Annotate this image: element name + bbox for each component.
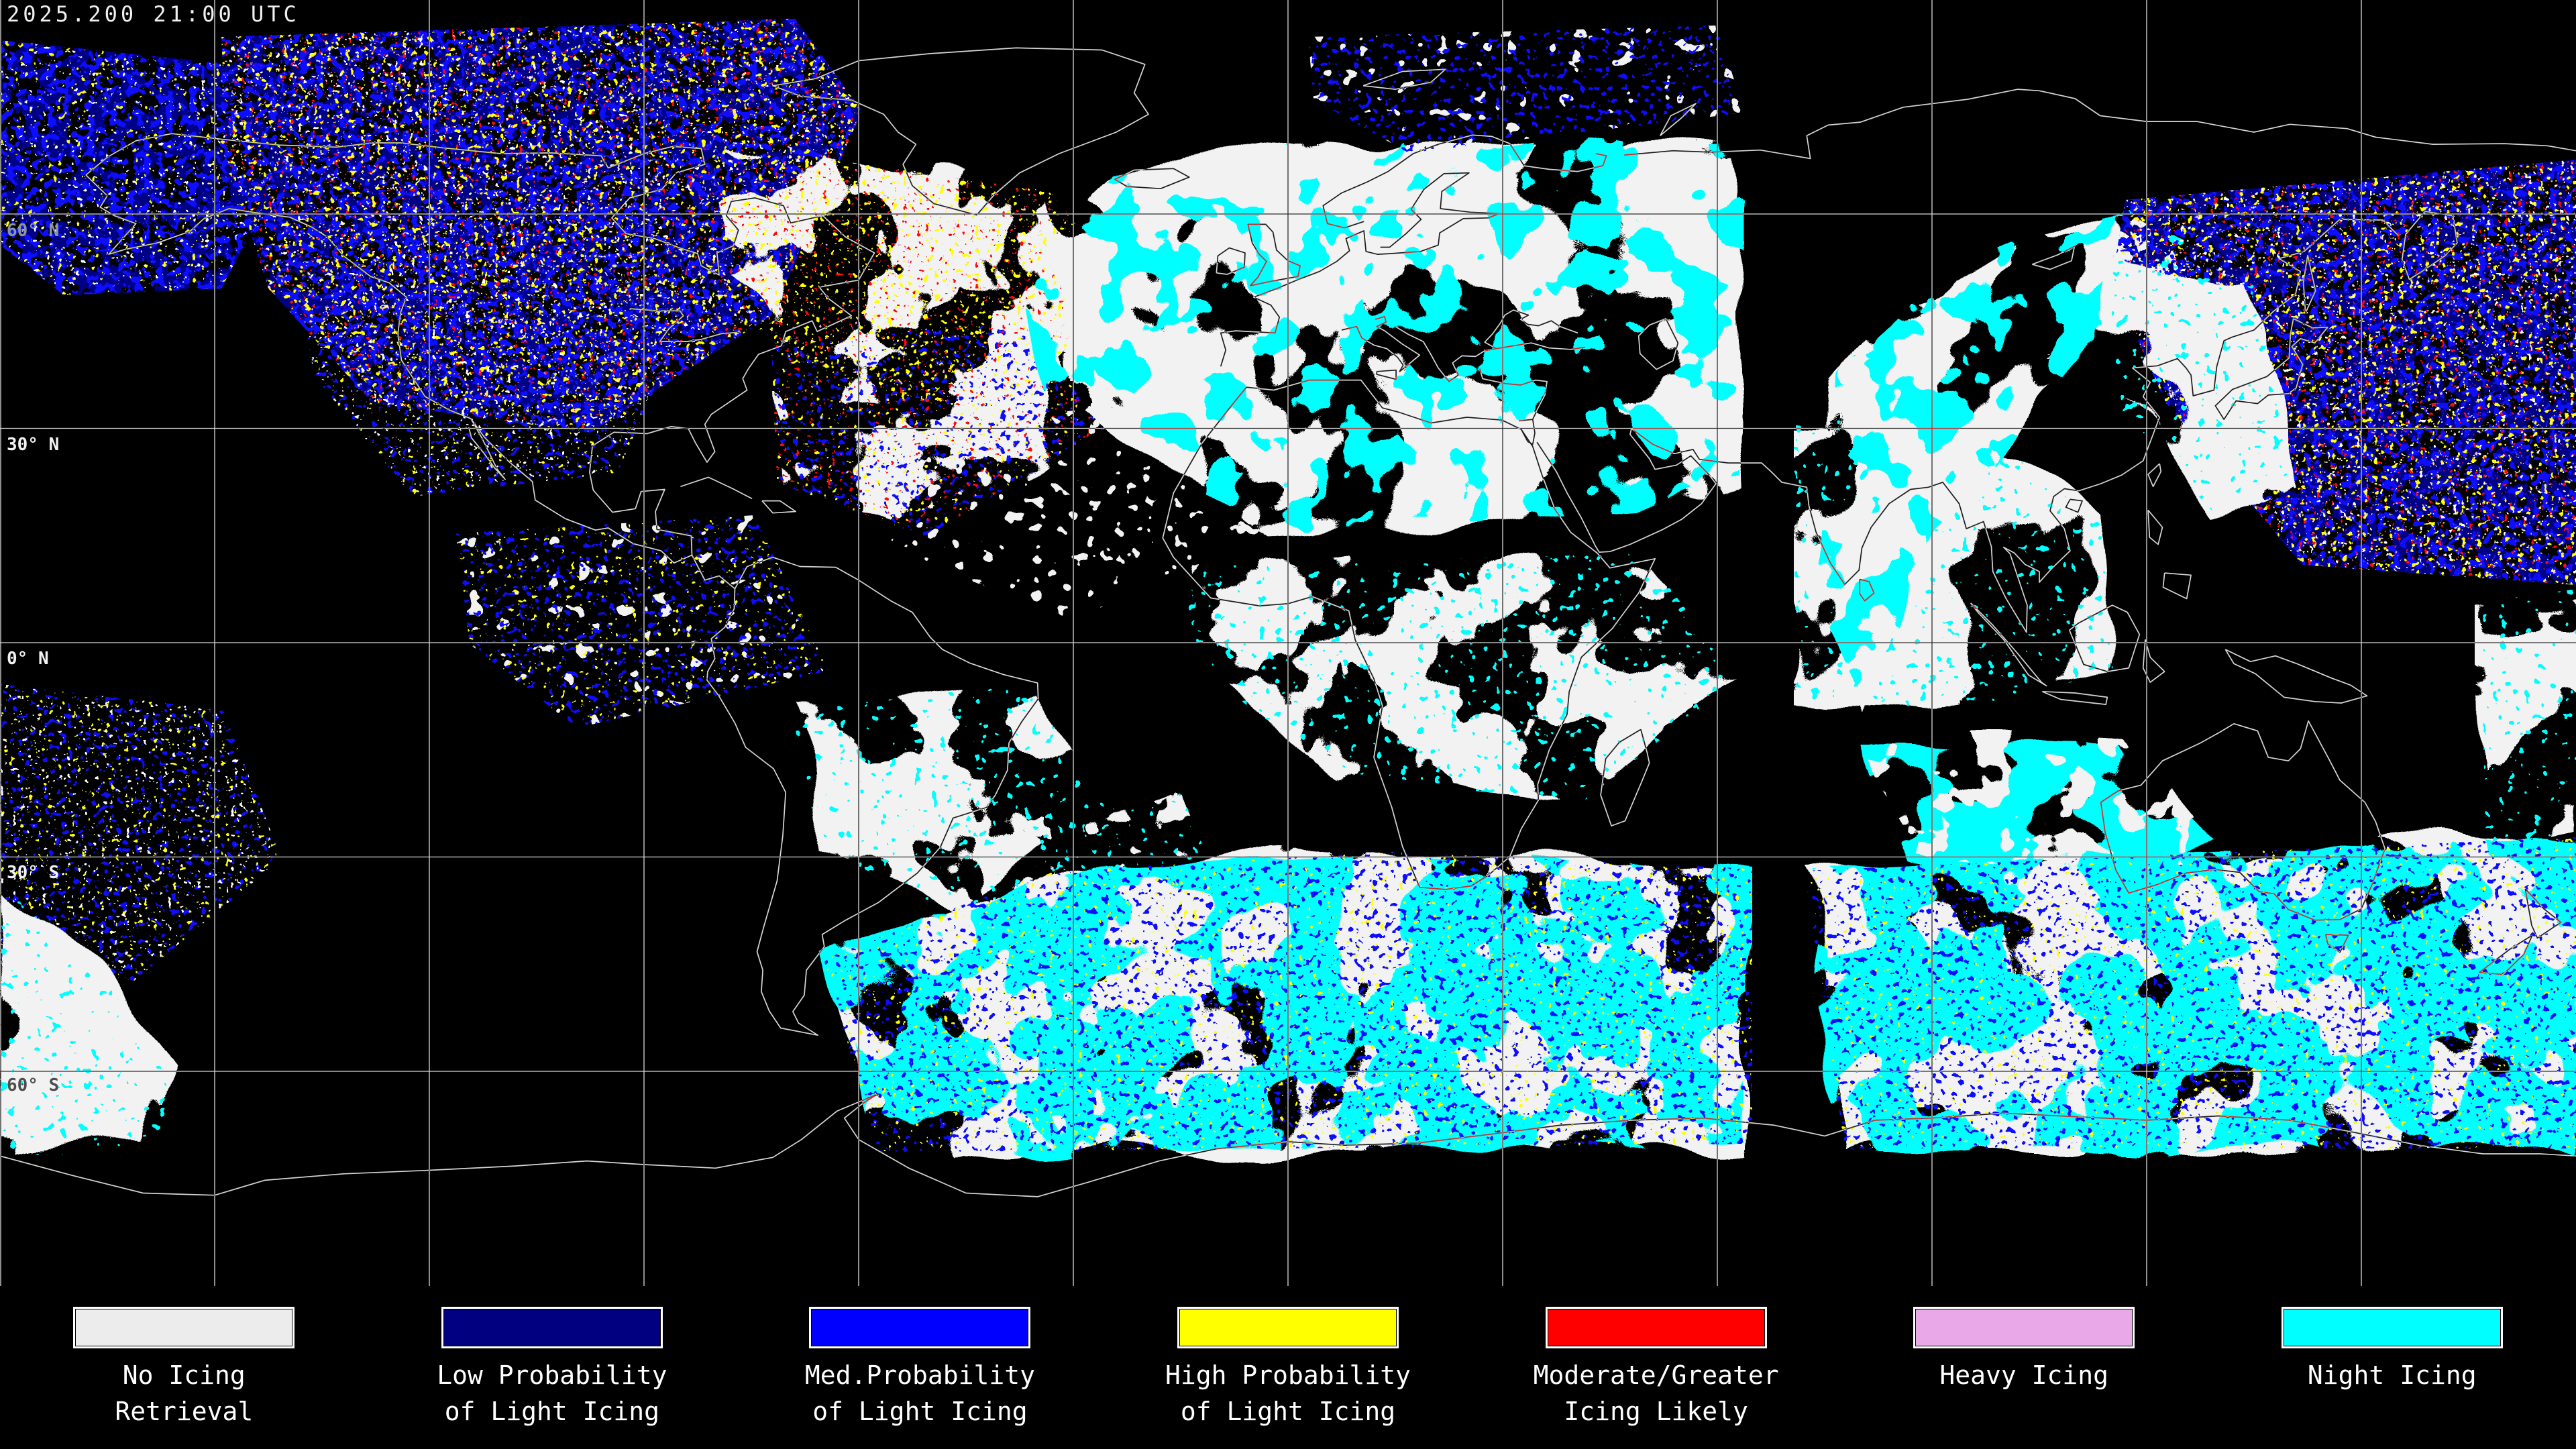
legend-item-night-icing: Night Icing xyxy=(2208,1307,2576,1430)
legend-label-low-probability: Low Probability of Light Icing xyxy=(437,1360,667,1426)
right-edge-white-cyanTiny xyxy=(2481,589,2576,842)
world-icing-map: 60° N 30° N 0° N 30° S 60° S xyxy=(0,0,2576,1286)
legend-label-night-icing: Night Icing xyxy=(2307,1360,2477,1390)
legend-item-no-icing-retrieval: No Icing Retrieval xyxy=(0,1307,368,1430)
legend-item-low-probability: Low Probability of Light Icing xyxy=(368,1307,737,1430)
legend-item-med-probability: Med.Probability of Light Icing xyxy=(736,1307,1104,1430)
legend-swatch-low-probability xyxy=(441,1307,663,1348)
legend-swatch-night-icing xyxy=(2281,1307,2503,1348)
legend-swatch-high-probability xyxy=(1177,1307,1399,1348)
legend-label-med-probability: Med.Probability of Light Icing xyxy=(804,1360,1036,1426)
legend-item-high-probability: High Probability of Light Icing xyxy=(1104,1307,1472,1430)
latitude-label-30N: 30° N xyxy=(7,435,59,455)
s-pacific-speck-whiteSpeck xyxy=(0,684,282,981)
timestamp: 2025.200 21:00 UTC xyxy=(7,1,300,27)
latitude-label-60N: 60° N xyxy=(7,221,59,241)
mexico-popcorn-yellowTiny xyxy=(456,515,828,728)
legend-swatch-moderate-greater xyxy=(1545,1307,1767,1348)
legend-swatch-heavy-icing xyxy=(1913,1307,2135,1348)
legend-label-high-probability: High Probability of Light Icing xyxy=(1165,1360,1411,1426)
africa-itcz-cyanTiny xyxy=(1181,553,1737,802)
okhotsk-bering-field-plumSpeck xyxy=(2112,160,2576,585)
indian-southern-band-blueSparse xyxy=(1805,837,2576,1148)
legend-swatch-no-icing-retrieval xyxy=(73,1307,295,1348)
legend-label-no-icing-retrieval: No Icing Retrieval xyxy=(115,1360,254,1426)
legend-item-heavy-icing: Heavy Icing xyxy=(1840,1307,2208,1430)
nw-pacific-field-whiteSpeck xyxy=(0,40,292,295)
japan-cloud-mass-cyanTiny xyxy=(2112,255,2298,511)
legend-label-moderate-greater: Moderate/Greater Icing Likely xyxy=(1533,1360,1779,1426)
icing-data-layers xyxy=(0,19,2576,1155)
coastlines xyxy=(0,47,2576,1197)
latitude-label-30S: 30° S xyxy=(7,863,59,883)
legend: No Icing Retrieval Low Probability of Lig… xyxy=(0,1307,2576,1430)
indian-disk-nw-limb-cyanMed xyxy=(1810,207,2204,712)
latitude-label-60S: 60° S xyxy=(7,1075,59,1095)
europe-cloud-mass-cyanMed xyxy=(1020,144,1739,531)
legend-label-heavy-icing: Heavy Icing xyxy=(1939,1360,2109,1390)
graticule xyxy=(0,0,2576,1286)
us-rockies-field-whiteSpeck xyxy=(288,201,691,496)
legend-swatch-med-probability xyxy=(809,1307,1031,1348)
latitude-label-0N: 0° N xyxy=(7,649,49,669)
scandinavia-top-blueSparse xyxy=(1308,25,1744,153)
sw-disk-wedge-cyanTiny xyxy=(0,884,176,1155)
legend-item-moderate-greater: Moderate/Greater Icing Likely xyxy=(1472,1307,1840,1430)
